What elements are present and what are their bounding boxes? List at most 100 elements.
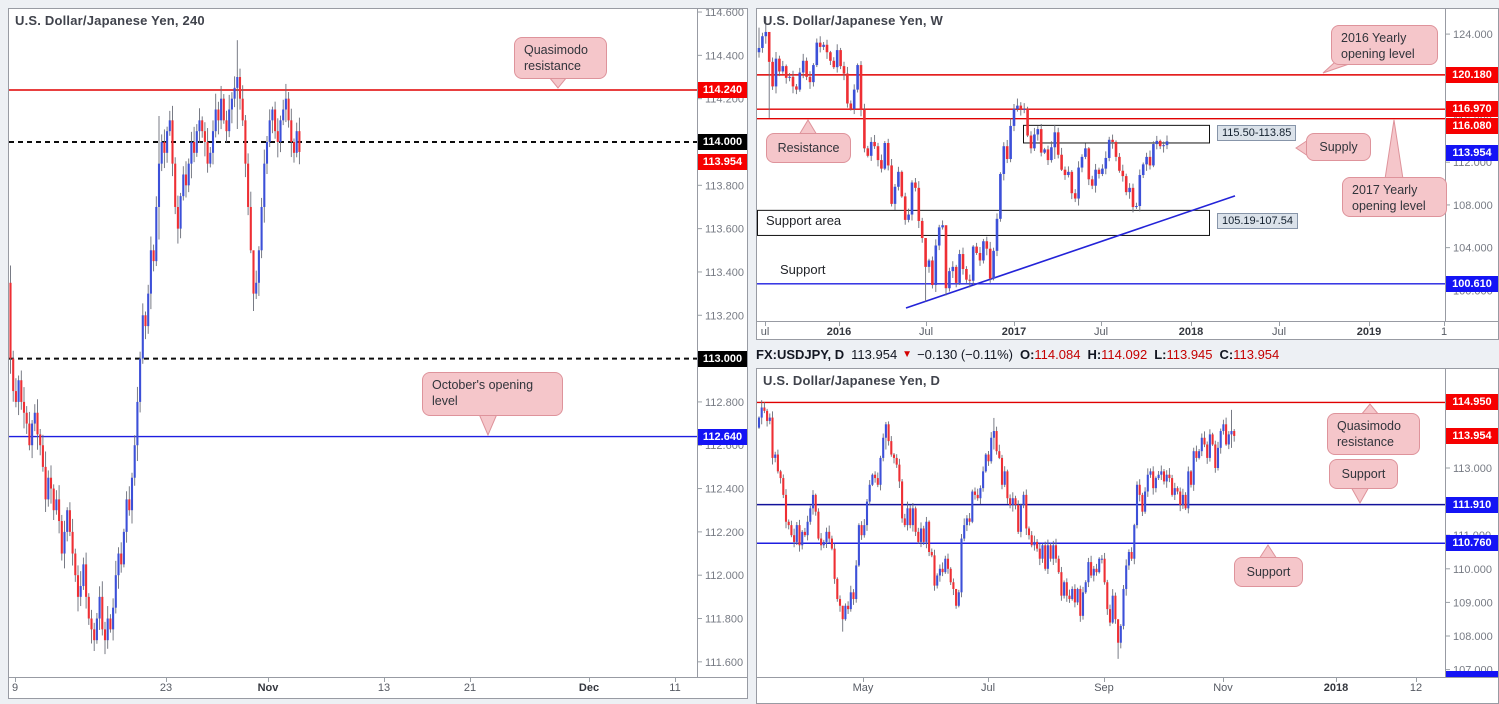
price-tick-label: 114.600 xyxy=(705,9,744,19)
time-tick-mark xyxy=(1416,678,1417,682)
chart-panel-daily[interactable]: 115.000114.000113.000112.000111.000110.0… xyxy=(756,368,1499,704)
price-tick-label: 113.600 xyxy=(705,224,744,236)
price-label-111.910: 111.910 xyxy=(1446,497,1498,513)
callout-quasimodo-resistance-daily[interactable]: Quasimodo resistance xyxy=(1327,413,1420,455)
price-tick-label: 112.800 xyxy=(705,397,744,409)
ticker-open: O:114.084 xyxy=(1019,346,1081,362)
price-label-114.000: 114.000 xyxy=(698,134,747,150)
callout-tail-support-1 xyxy=(1350,486,1370,505)
ticker-symbol: FX:USDJPY, D xyxy=(756,346,845,362)
price-label-114.950: 114.950 xyxy=(1446,394,1498,410)
time-label-2016: 2016 xyxy=(826,326,852,338)
time-label-Dec: Dec xyxy=(578,682,600,694)
time-tick-mark xyxy=(384,678,385,682)
zone-rectangle-1[interactable] xyxy=(757,209,1210,236)
price-tick-label: 110.000 xyxy=(1453,564,1492,576)
time-tick-mark xyxy=(1336,678,1337,682)
time-label-Nov: Nov xyxy=(257,682,279,694)
time-label-Sep: Sep xyxy=(1094,682,1114,694)
callout-october-opening-level[interactable]: October's opening level xyxy=(422,372,563,416)
price-label-120.180: 120.180 xyxy=(1446,67,1498,83)
time-tick-mark xyxy=(1369,322,1370,326)
callout-support-1[interactable]: Support xyxy=(1329,459,1398,489)
time-label-2018: 2018 xyxy=(1323,682,1349,694)
time-label-2017: 2017 xyxy=(1001,326,1027,338)
range-label-105.19-107.54: 105.19-107.54 xyxy=(1217,213,1298,229)
time-tick-mark xyxy=(988,678,989,682)
candlestick-canvas-weekly[interactable]: 124.000120.000116.000112.000108.000104.0… xyxy=(757,9,1498,339)
time-tick-mark xyxy=(15,678,16,682)
time-label-Jul: Jul xyxy=(918,326,934,338)
candlestick-canvas-240[interactable]: 114.600114.400114.200114.000113.800113.6… xyxy=(9,9,747,698)
callout-supply[interactable]: Supply xyxy=(1306,133,1371,161)
price-label-100.610: 100.610 xyxy=(1446,276,1498,292)
callout-resistance[interactable]: Resistance xyxy=(766,133,851,163)
time-tick-mark xyxy=(1279,322,1280,326)
price-tick-label: 113.800 xyxy=(705,180,744,192)
price-tick-label: 124.000 xyxy=(1453,29,1493,41)
time-tick-mark xyxy=(166,678,167,682)
ascending-trendline[interactable] xyxy=(905,195,1236,309)
time-tick-mark xyxy=(589,678,590,682)
ticker-close: C:113.954 xyxy=(1219,346,1280,362)
time-label-Jul: Jul xyxy=(980,682,996,694)
time-label-23: 23 xyxy=(159,682,173,694)
symbol-info-bar[interactable]: FX:USDJPY, D 113.954 ▼ −0.130 (−0.11%) O… xyxy=(756,341,1499,367)
price-label-116.970: 116.970 xyxy=(1446,101,1498,117)
price-tick-label: 109.000 xyxy=(1453,597,1493,609)
time-tick-mark xyxy=(1101,322,1102,326)
time-label-2019: 2019 xyxy=(1356,326,1382,338)
price-tick-label: 112.400 xyxy=(705,484,744,496)
callout-2017-yearly-opening-level[interactable]: 2017 Yearly opening level xyxy=(1342,177,1447,217)
time-axis-daily[interactable]: May Jul Sep Nov 2018 12 xyxy=(757,677,1498,703)
time-tick-mark xyxy=(926,322,927,326)
price-label-113.000: 113.000 xyxy=(698,351,747,367)
time-tick-mark xyxy=(765,322,766,326)
time-axis-240[interactable]: 9 23 Nov 13 21 Dec 11 xyxy=(9,677,747,698)
time-label-13: 13 xyxy=(377,682,391,694)
time-tick-mark xyxy=(1223,678,1224,682)
zone-rectangle-0[interactable] xyxy=(1023,124,1210,144)
ticker-high: H:114.092 xyxy=(1087,346,1148,362)
price-tick-label: 112.000 xyxy=(705,570,744,582)
price-label-113.954: 113.954 xyxy=(1446,428,1498,444)
time-label-12: 12 xyxy=(1409,682,1423,694)
time-tick-mark xyxy=(839,322,840,326)
time-label-21: 21 xyxy=(463,682,477,694)
range-label-115.50-113.85: 115.50-113.85 xyxy=(1217,125,1297,141)
time-tick-mark xyxy=(675,678,676,682)
price-tick-label: 111.600 xyxy=(705,657,743,669)
price-down-arrow-icon: ▼ xyxy=(902,348,913,360)
candles xyxy=(9,40,301,655)
time-axis-weekly[interactable]: ul 2016 Jul 2017 Jul 2018 Jul 2019 1 xyxy=(757,321,1498,339)
callout-tail-october-opening-level xyxy=(478,413,498,437)
zone-text-support: Support xyxy=(780,262,826,277)
candles xyxy=(757,17,1169,302)
callout-support-2[interactable]: Support xyxy=(1234,557,1303,587)
time-label-Jul: Jul xyxy=(1271,326,1287,338)
price-tick-label: 112.200 xyxy=(705,527,744,539)
time-label-1: 1 xyxy=(1440,326,1448,338)
price-tick-label: 113.200 xyxy=(705,310,744,322)
chart-panel-240min[interactable]: 114.600114.400114.200114.000113.800113.6… xyxy=(8,8,748,699)
zone-text-support-area: Support area xyxy=(766,213,842,228)
ticker-low: L:113.945 xyxy=(1154,346,1213,362)
time-tick-mark xyxy=(1444,322,1445,326)
ticker-last-price: 113.954 xyxy=(851,346,898,362)
price-tick-label: 114.400 xyxy=(705,50,744,62)
price-label-112.640: 112.640 xyxy=(698,429,747,445)
price-tick-label: 113.000 xyxy=(1453,463,1492,475)
price-label-113.954: 113.954 xyxy=(1446,145,1498,161)
callout-quasimodo-resistance[interactable]: Quasimodo resistance xyxy=(514,37,607,79)
ticker-change: −0.130 (−0.11%) xyxy=(917,346,1013,362)
callout-2016-yearly-opening-level[interactable]: 2016 Yearly opening level xyxy=(1331,25,1438,65)
chart-panel-weekly[interactable]: 124.000120.000116.000112.000108.000104.0… xyxy=(756,8,1499,340)
time-tick-mark xyxy=(1014,322,1015,326)
time-label-May: May xyxy=(852,682,874,694)
price-tick-label: 108.000 xyxy=(1453,631,1493,643)
time-tick-mark xyxy=(470,678,471,682)
price-label-110.760: 110.760 xyxy=(1446,535,1498,551)
time-label-Nov: Nov xyxy=(1213,682,1233,694)
chart-title-240: U.S. Dollar/Japanese Yen, 240 xyxy=(15,13,205,28)
candles xyxy=(757,400,1236,659)
